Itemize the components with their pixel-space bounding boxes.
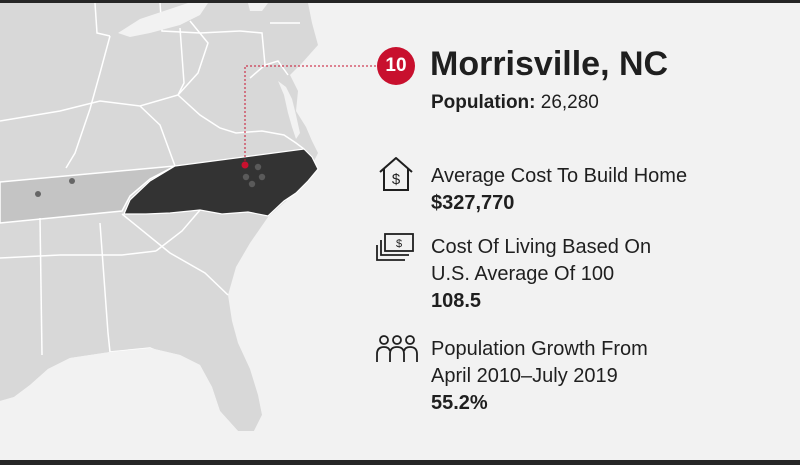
- people-group-icon: [376, 335, 418, 362]
- city-marker: [254, 163, 262, 171]
- stat-value: 108.5: [431, 290, 482, 312]
- stat-label: Population Growth From: [431, 338, 648, 360]
- city-marker-morrisville: [241, 161, 249, 169]
- stat-build-cost: Average Cost To Build Home $327,770: [431, 163, 687, 217]
- stat-value: $327,770: [431, 192, 515, 214]
- svg-text:$: $: [392, 171, 401, 188]
- rank-badge: 10: [377, 47, 415, 85]
- city-marker: [248, 180, 256, 188]
- land-mass: [0, 3, 318, 431]
- population-value: 26,280: [540, 92, 599, 113]
- stat-value: 55.2%: [431, 392, 488, 414]
- city-marker: [258, 173, 266, 181]
- stat-cost-of-living: Cost Of Living Based On U.S. Average Of …: [431, 234, 651, 315]
- lake-erie: [118, 3, 208, 37]
- money-stack-icon: $: [376, 233, 414, 261]
- svg-text:$: $: [396, 238, 402, 250]
- city-marker: [69, 178, 75, 184]
- stat-label: Average Cost To Build Home: [431, 165, 688, 187]
- stat-label: Cost Of Living Based On: [431, 236, 652, 258]
- city-marker: [242, 173, 250, 181]
- stat-population-growth: Population Growth From April 2010–July 2…: [431, 336, 648, 417]
- city-marker: [35, 191, 41, 197]
- chesapeake-bay: [278, 81, 300, 139]
- population-label: Population:: [431, 92, 536, 113]
- stat-label: April 2010–July 2019: [431, 365, 618, 387]
- city-title: Morrisville, NC: [430, 45, 669, 83]
- house-dollar-icon: $: [379, 157, 413, 191]
- stat-label: U.S. Average Of 100: [431, 263, 615, 285]
- lake-ontario: [248, 3, 268, 11]
- state-borders: [0, 3, 305, 358]
- gulf-of-mexico: [0, 348, 270, 460]
- population-line: Population: 26,280: [431, 92, 599, 114]
- southeast-us-map: [0, 3, 377, 460]
- north-carolina-state: [124, 149, 318, 216]
- infographic-card: 10 Morrisville, NC Population: 26,280 $ …: [0, 3, 800, 460]
